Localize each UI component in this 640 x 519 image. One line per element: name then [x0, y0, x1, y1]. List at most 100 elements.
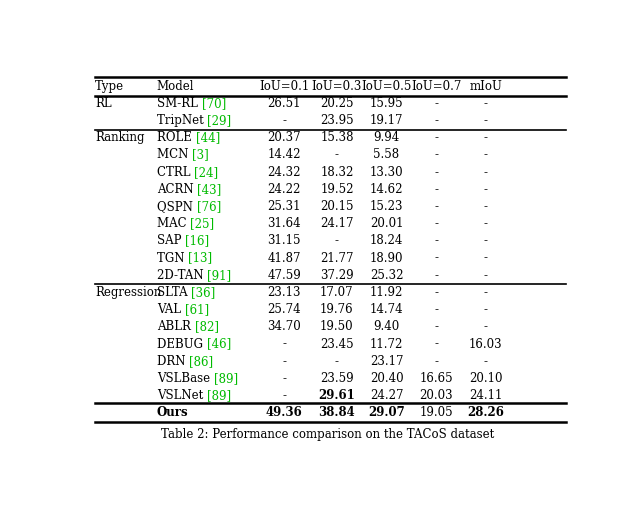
Text: 20.25: 20.25 [320, 97, 354, 110]
Text: 11.72: 11.72 [370, 337, 403, 350]
Text: VAL: VAL [157, 303, 184, 316]
Text: 19.76: 19.76 [320, 303, 354, 316]
Text: Ranking: Ranking [95, 131, 145, 144]
Text: ABLR: ABLR [157, 320, 195, 333]
Text: [3]: [3] [192, 148, 209, 161]
Text: 14.42: 14.42 [268, 148, 301, 161]
Text: 24.22: 24.22 [268, 183, 301, 196]
Text: TGN: TGN [157, 252, 188, 265]
Text: 20.03: 20.03 [419, 389, 453, 402]
Text: 38.84: 38.84 [319, 406, 355, 419]
Text: 25.74: 25.74 [268, 303, 301, 316]
Text: [61]: [61] [184, 303, 209, 316]
Text: 23.95: 23.95 [320, 114, 354, 127]
Text: DRN: DRN [157, 354, 189, 367]
Text: -: - [484, 354, 488, 367]
Text: -: - [282, 354, 286, 367]
Text: -: - [484, 200, 488, 213]
Text: SM-RL: SM-RL [157, 97, 202, 110]
Text: 20.10: 20.10 [469, 372, 502, 385]
Text: QSPN: QSPN [157, 200, 196, 213]
Text: [43]: [43] [197, 183, 221, 196]
Text: -: - [484, 166, 488, 179]
Text: 9.94: 9.94 [373, 131, 399, 144]
Text: -: - [484, 235, 488, 248]
Text: 47.59: 47.59 [268, 269, 301, 282]
Text: -: - [434, 183, 438, 196]
Text: -: - [434, 131, 438, 144]
Text: Ours: Ours [157, 406, 189, 419]
Text: -: - [484, 252, 488, 265]
Text: -: - [434, 166, 438, 179]
Text: 20.01: 20.01 [370, 217, 403, 230]
Text: [13]: [13] [188, 252, 212, 265]
Text: [46]: [46] [207, 337, 231, 350]
Text: [89]: [89] [214, 372, 238, 385]
Text: -: - [434, 337, 438, 350]
Text: -: - [484, 114, 488, 127]
Text: 20.37: 20.37 [268, 131, 301, 144]
Text: IoU=0.5: IoU=0.5 [362, 80, 412, 93]
Text: 16.65: 16.65 [419, 372, 453, 385]
Text: Regression: Regression [95, 286, 161, 299]
Text: 14.74: 14.74 [370, 303, 403, 316]
Text: -: - [335, 148, 339, 161]
Text: -: - [484, 320, 488, 333]
Text: 49.36: 49.36 [266, 406, 303, 419]
Text: 19.17: 19.17 [370, 114, 403, 127]
Text: ROLE: ROLE [157, 131, 195, 144]
Text: 34.70: 34.70 [268, 320, 301, 333]
Text: 29.61: 29.61 [319, 389, 355, 402]
Text: -: - [434, 148, 438, 161]
Text: 31.64: 31.64 [268, 217, 301, 230]
Text: 9.40: 9.40 [373, 320, 399, 333]
Text: SAP: SAP [157, 235, 185, 248]
Text: [16]: [16] [185, 235, 209, 248]
Text: 20.40: 20.40 [370, 372, 403, 385]
Text: [36]: [36] [191, 286, 216, 299]
Text: 24.27: 24.27 [370, 389, 403, 402]
Text: -: - [335, 235, 339, 248]
Text: 29.07: 29.07 [368, 406, 405, 419]
Text: -: - [484, 217, 488, 230]
Text: 23.59: 23.59 [320, 372, 354, 385]
Text: 25.32: 25.32 [370, 269, 403, 282]
Text: [86]: [86] [189, 354, 213, 367]
Text: -: - [434, 114, 438, 127]
Text: 13.30: 13.30 [370, 166, 403, 179]
Text: 24.32: 24.32 [268, 166, 301, 179]
Text: [89]: [89] [207, 389, 231, 402]
Text: -: - [434, 320, 438, 333]
Text: 19.52: 19.52 [320, 183, 354, 196]
Text: CTRL: CTRL [157, 166, 194, 179]
Text: 18.24: 18.24 [370, 235, 403, 248]
Text: -: - [484, 183, 488, 196]
Text: VSLBase: VSLBase [157, 372, 214, 385]
Text: [91]: [91] [207, 269, 232, 282]
Text: -: - [484, 148, 488, 161]
Text: 14.62: 14.62 [370, 183, 403, 196]
Text: -: - [434, 200, 438, 213]
Text: [82]: [82] [195, 320, 218, 333]
Text: -: - [484, 286, 488, 299]
Text: 5.58: 5.58 [374, 148, 399, 161]
Text: 19.05: 19.05 [419, 406, 453, 419]
Text: 31.15: 31.15 [268, 235, 301, 248]
Text: [24]: [24] [194, 166, 218, 179]
Text: 24.11: 24.11 [469, 389, 502, 402]
Text: IoU=0.1: IoU=0.1 [259, 80, 309, 93]
Text: -: - [335, 354, 339, 367]
Text: -: - [484, 131, 488, 144]
Text: Type: Type [95, 80, 124, 93]
Text: VSLNet: VSLNet [157, 389, 207, 402]
Text: 15.23: 15.23 [370, 200, 403, 213]
Text: [70]: [70] [202, 97, 226, 110]
Text: DEBUG: DEBUG [157, 337, 207, 350]
Text: Table 2: Performance comparison on the TACoS dataset: Table 2: Performance comparison on the T… [161, 428, 495, 441]
Text: -: - [434, 217, 438, 230]
Text: IoU=0.3: IoU=0.3 [312, 80, 362, 93]
Text: 17.07: 17.07 [320, 286, 354, 299]
Text: 23.17: 23.17 [370, 354, 403, 367]
Text: -: - [282, 389, 286, 402]
Text: -: - [434, 235, 438, 248]
